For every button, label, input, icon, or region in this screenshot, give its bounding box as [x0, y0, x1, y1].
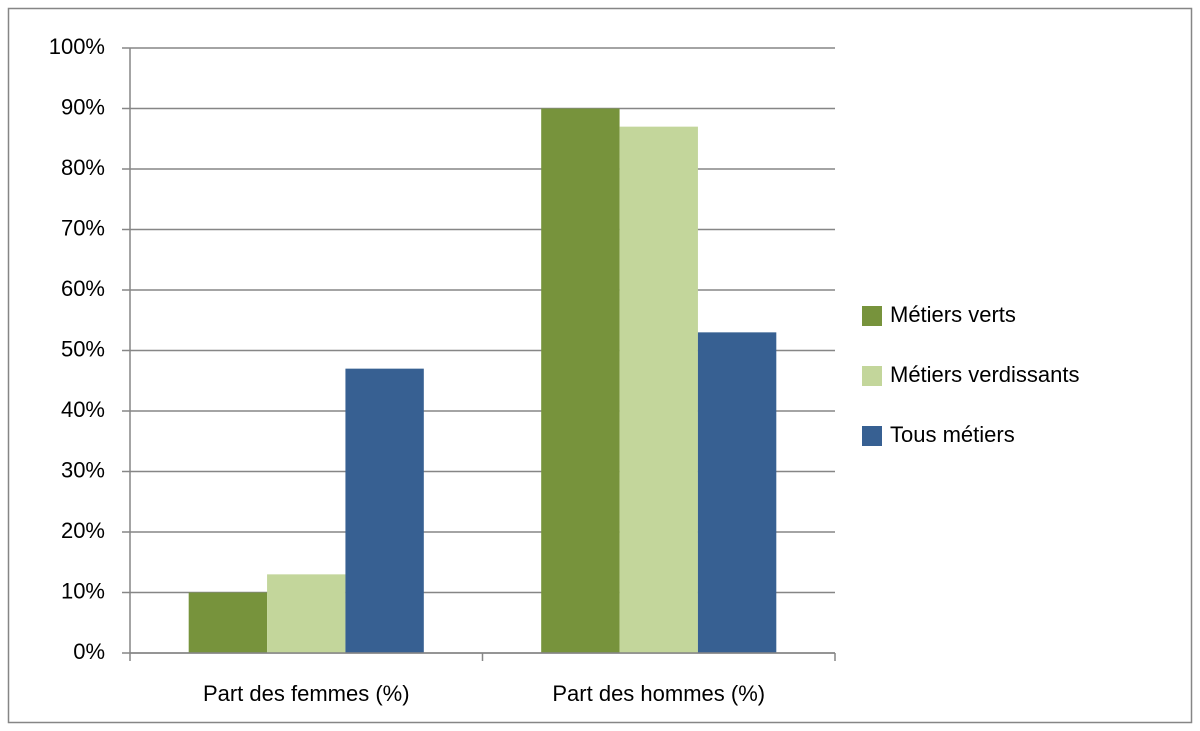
legend-label: Métiers verts	[890, 302, 1016, 327]
legend-label: Métiers verdissants	[890, 362, 1080, 387]
y-tick-label: 90%	[61, 94, 105, 119]
y-tick-label: 0%	[73, 639, 105, 664]
y-tick-label: 60%	[61, 276, 105, 301]
y-tick-label: 20%	[61, 518, 105, 543]
legend-swatch	[862, 426, 882, 446]
bar	[697, 332, 777, 653]
y-tick-label: 10%	[61, 578, 105, 603]
y-tick-label: 80%	[61, 155, 105, 180]
y-tick-label: 100%	[49, 34, 105, 59]
bar	[267, 574, 346, 653]
x-tick-label: Part des femmes (%)	[203, 681, 410, 706]
bar	[619, 126, 698, 653]
bar	[345, 368, 424, 653]
bar	[188, 592, 268, 653]
y-tick-label: 70%	[61, 215, 105, 240]
legend-swatch	[862, 306, 882, 326]
x-tick-label: Part des hommes (%)	[552, 681, 765, 706]
legend-label: Tous métiers	[890, 422, 1015, 447]
legend-swatch	[862, 366, 882, 386]
y-tick-label: 40%	[61, 397, 105, 422]
bar	[541, 108, 620, 653]
y-tick-label: 50%	[61, 336, 105, 361]
y-tick-label: 30%	[61, 457, 105, 482]
